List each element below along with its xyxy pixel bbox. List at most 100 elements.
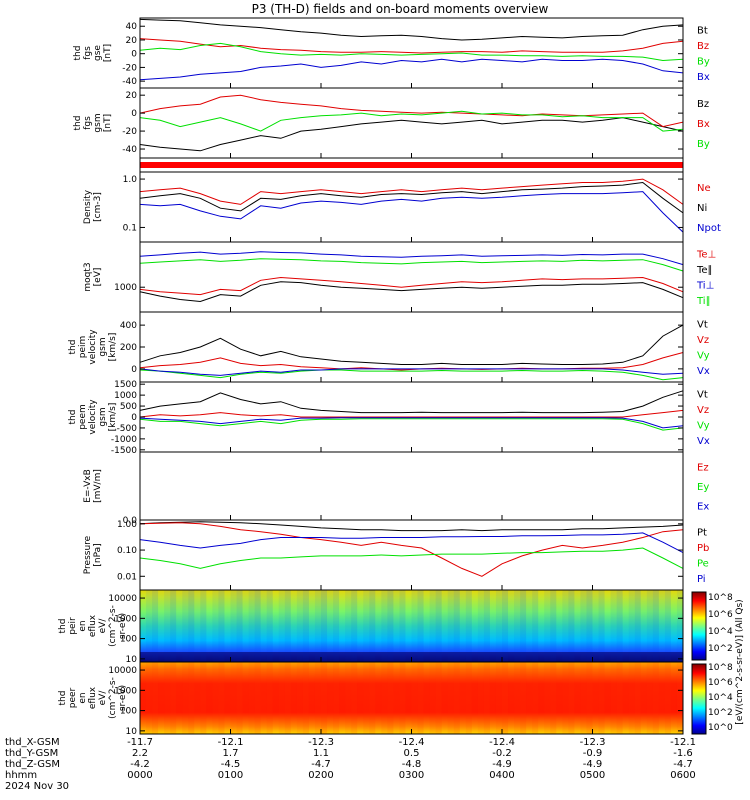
series-Ti∥ [139,258,684,272]
colorbar-tick: 10^6 [708,610,733,620]
ytick-label: 200 [120,343,137,353]
ylabel-line: gsm [93,113,103,132]
spectrogram-column [417,590,424,662]
series-Bx [139,58,684,81]
xtick-label: 0600 [670,770,695,781]
spectrogram-column [598,590,605,662]
footer-value: -0.9 [583,748,603,759]
spectrogram-column [616,662,623,734]
legend-Ni: Ni [697,203,707,214]
spectrogram-column [254,662,261,734]
spectrogram-column [471,590,478,662]
ytick-label: 0.10 [117,546,137,556]
ytick-label: 0 [131,50,137,60]
colorbar-tick: 10^2 [708,708,733,718]
spectrogram-column [477,590,484,662]
ylabel-line: en [78,620,88,631]
spectrogram-column [248,590,255,662]
footer-value: -4.9 [492,759,512,770]
spectrogram-column [556,662,563,734]
ylabel-peem-velocity: thdpeemvelocitygsm[km/s] [68,399,118,435]
spectrogram-column [333,662,340,734]
spectrogram-column [278,662,285,734]
footer-value: -1.6 [673,748,693,759]
spectrogram-column [212,662,219,734]
spectrogram-column [158,662,165,734]
series-Vy [139,418,684,431]
spectrogram-column [610,662,617,734]
spectrogram-column [236,590,243,662]
spectrogram-column [170,590,177,662]
footer-value: -12.3 [308,737,334,748]
spectrogram-column [568,662,575,734]
spectrogram-column [580,590,587,662]
legend-Bx: Bx [697,72,710,83]
spectrogram-column [568,590,575,662]
panel-efield: 0.0 E=-VxB[mV/m] Ez Ey Ex [83,451,709,526]
footer-value: -4.9 [583,759,603,770]
series-Ni [139,181,684,214]
panel-temperature: 1000 moqt3[eV] Te⊥ Te∥ Ti⊥ Ti∥ [83,241,716,313]
legend-Vt: Vt [697,389,708,400]
ytick-label: -1500 [111,446,137,456]
ylabel-line: [cm-3] [93,192,103,222]
series-Vt [139,324,684,365]
spectrogram-column [182,662,189,734]
xtick-label: 0100 [218,770,243,781]
spectrogram-column [628,590,635,662]
legend-Bz: Bz [697,99,709,110]
footer-value: -12.1 [670,737,696,748]
footer-value: -0.2 [492,748,512,759]
spectrogram-column [550,662,557,734]
spectrogram-peer-eflux [140,662,683,734]
spectrogram-peir-eflux [140,590,683,662]
spectrogram-column [321,662,328,734]
spectrogram-column [441,662,448,734]
spectrogram-column [423,590,430,662]
spectrogram-column [526,662,533,734]
spectrogram-column [676,662,683,734]
ylabel-line: [km/s] [108,333,118,362]
footer-value: -12.3 [580,737,606,748]
footer-value: -12.4 [489,737,515,748]
footer-row-label: thd_X-GSM [5,737,60,748]
legend-Npot: Npot [697,223,721,234]
spectrogram-column [417,662,424,734]
ylabel-density: Density[cm-3] [83,189,103,224]
spectrogram-column [308,590,315,662]
spectrogram-column [387,662,394,734]
ytick-label: 0.1 [123,223,137,233]
spectrogram-column [465,590,472,662]
colorbar-upper [691,591,707,661]
spectrogram-column [393,590,400,662]
spectrogram-column [164,590,171,662]
ylabel-fgs-gsm: thdfgsgsm[nT] [73,113,113,132]
series-Pi [139,532,684,554]
legend-Ey: Ey [697,482,709,493]
ytick-label: -20 [122,63,137,73]
spectrogram-column [266,662,273,734]
ytick-label: 0.0 [123,516,138,526]
ylabel-peir-eflux: thdpeirenefluxeV/(cm^2-s-sr-eV) [58,605,128,647]
colorbar: 10^8 10^6 10^4 10^2 10^8 10^6 10^4 10^2 10^0[eV/… [691,591,745,735]
spectrogram-column [357,590,364,662]
ylabel-efield: E=-VxB[mV/m] [83,469,103,503]
spectrogram-column [351,590,358,662]
ylabel-line: gse [93,45,103,61]
ylabel-line: thd [68,340,78,355]
spectrogram-column [471,662,478,734]
spectrogram-column [284,662,291,734]
spectrogram-column [435,662,442,734]
spectrogram-column [260,662,267,734]
footer-value: 1.7 [223,748,239,759]
spectrogram-column [284,590,291,662]
spectrogram-column [302,662,309,734]
spectrogram-column [526,590,533,662]
spectrogram-column [212,590,219,662]
spectrogram-column [616,590,623,662]
data-quality-bar [139,157,684,173]
spectrogram-column [236,662,243,734]
spectrogram-column [514,590,521,662]
spectrogram-column [676,590,683,662]
ytick-label: 100 [120,707,137,717]
